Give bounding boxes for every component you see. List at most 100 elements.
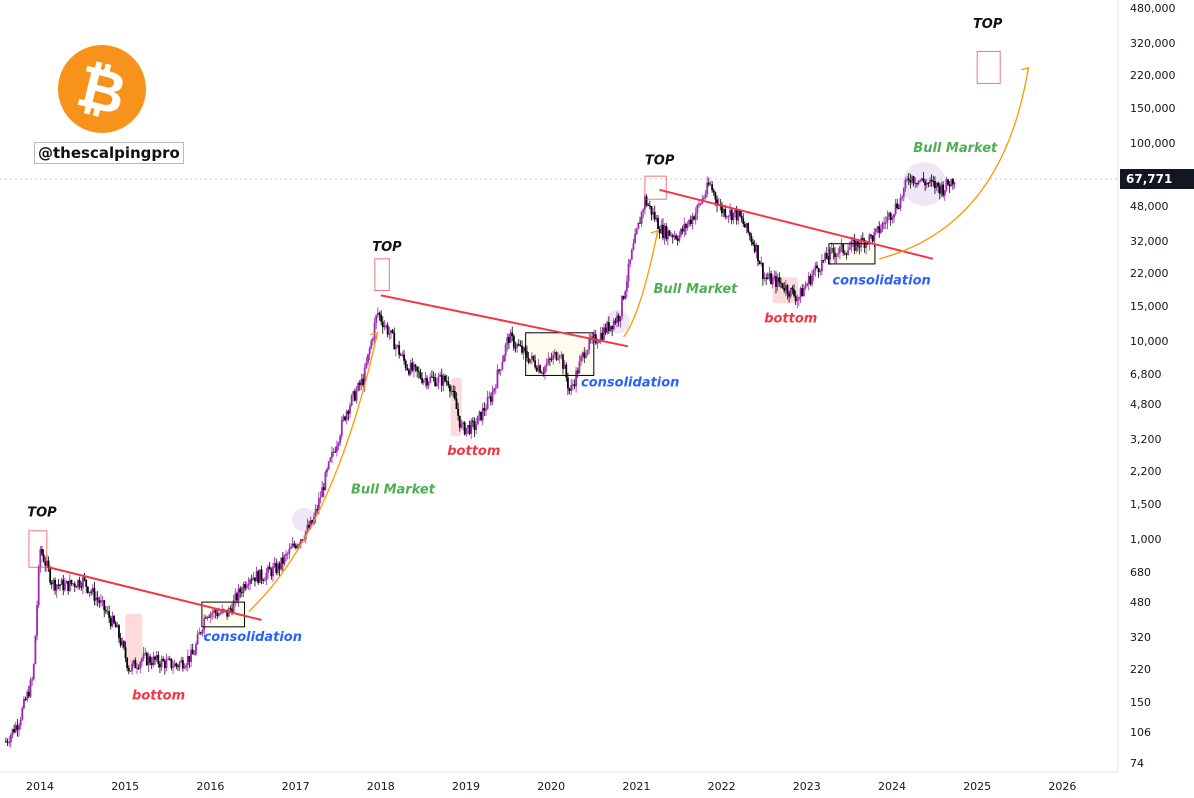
candle-body [760,262,763,265]
candle-body [324,472,327,491]
candle-body [588,338,591,351]
candle-body [755,245,758,252]
candle-body [367,353,369,363]
y-tick-label: 480,000 [1130,2,1176,15]
candle-body [822,259,825,261]
candle-body [9,734,12,743]
candle-body [321,487,324,498]
price-axis: 480,000 320,000 220,000 150,000 100,000 48,00… [1130,2,1176,770]
candle-body [678,235,681,241]
candle-body [281,557,284,564]
y-tick-label: 100,000 [1130,137,1176,150]
candle-body [662,224,664,238]
candle-body [837,252,840,255]
candle-body [183,667,186,669]
candle-body [665,225,668,240]
candle-body [136,668,138,670]
candle-body [229,608,232,610]
candle-body [825,253,828,259]
candle-body [612,320,615,330]
x-tick-label: 2018 [367,780,395,793]
candle-body [550,359,553,361]
candle-body [126,658,129,668]
candle-body [563,364,566,369]
bottom-label: bottom [447,444,500,459]
candle-body [88,591,91,593]
candle-body [689,219,692,224]
candle-body [886,216,889,223]
candle-body [362,378,365,385]
candle-body [145,652,148,666]
candle-body [368,348,371,354]
candle-body [870,234,872,236]
y-tick-label: 480 [1130,596,1151,609]
candle-body [783,287,786,291]
candle-body [532,355,535,361]
candle-body [141,658,143,663]
candle-body [486,397,489,410]
candle-body [280,557,283,570]
y-tick-label: 3,200 [1130,433,1162,446]
candle-body [234,593,237,600]
bull-market-label: Bull Market [351,482,436,497]
candle-body [868,234,871,244]
candle-body [180,660,183,663]
candle-body [358,382,361,386]
candle-body [199,632,202,634]
candle-body [399,354,402,356]
candle-body [483,408,486,411]
x-tick-label: 2023 [793,780,821,793]
candle-body [891,217,894,220]
candle-body [781,283,784,288]
candle-body [698,203,700,206]
candle-body [170,658,173,668]
candle-body [432,376,435,378]
candle-body [616,315,618,323]
candle-body [378,312,381,315]
time-axis: 2014 2015 2016 2017 2018 2019 2020 2021 2022 2023… [26,780,1076,793]
candle-body [773,276,776,278]
candle-body [671,235,674,238]
candle-body [539,365,541,373]
candle-body [675,235,677,239]
candle-body [290,547,292,549]
candle-body [386,325,389,335]
candle-body [547,358,550,364]
y-tick-label: 32,000 [1130,235,1169,248]
y-tick-label: 1,000 [1130,533,1162,546]
candle-body [673,235,676,238]
consolidation-box [525,332,595,376]
candle-body [557,358,559,360]
candle-body [329,457,332,462]
candle-body [260,569,263,580]
candle-body [78,579,81,587]
y-tick-label: 74 [1130,757,1144,770]
candle-body [86,586,89,593]
candle-body [462,422,464,424]
candle-body [727,215,730,217]
candle-body [521,345,523,353]
bull-market-label: Bull Market [653,282,738,297]
candle-body [426,378,428,386]
candle-body [34,635,37,665]
candle-body [899,197,902,209]
bull-arc [248,332,379,613]
candle-body [152,656,155,665]
candle-body [65,581,68,584]
candle-body [475,424,478,430]
candle-body [349,405,351,414]
candle-body [752,241,754,245]
candle-body [562,354,564,369]
candle-body [460,423,463,428]
candle-body [819,271,822,273]
candle-body [630,249,633,260]
candle-body [911,176,913,183]
candle-body [657,217,659,230]
candle-body [157,655,160,664]
candle-body [396,345,399,347]
candle-body [544,366,546,373]
candle-body [186,655,189,666]
downtrend-line [48,566,262,621]
candle-body [535,367,538,372]
